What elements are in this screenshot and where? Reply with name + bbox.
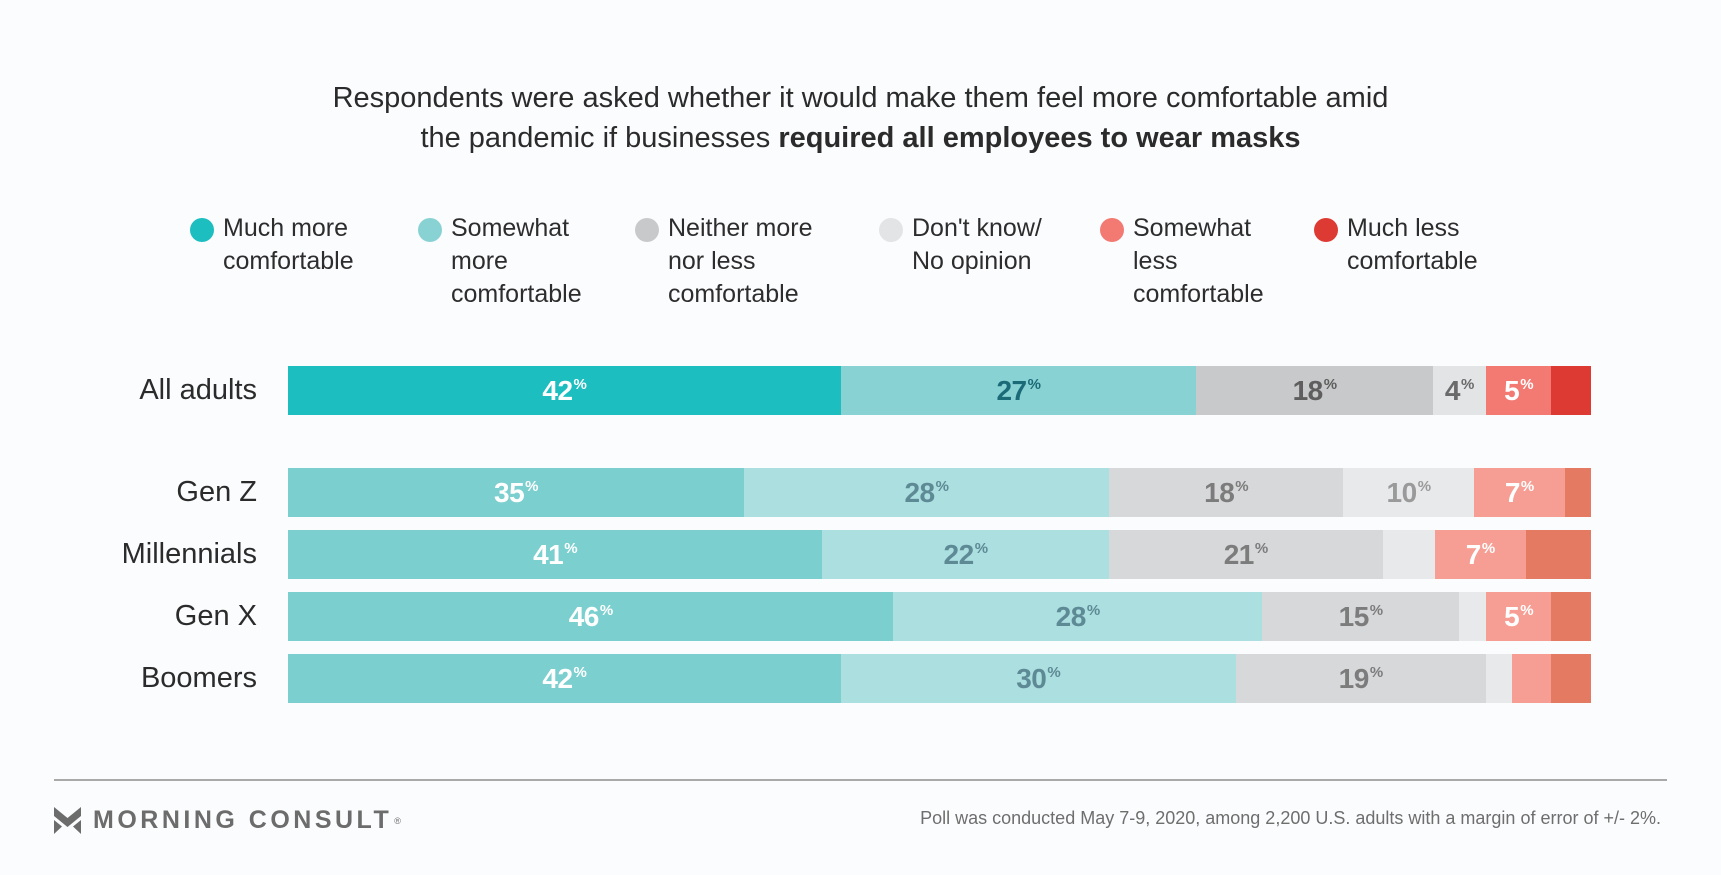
bar-segment-somewhat-more-comfortable: 28%	[744, 468, 1109, 517]
legend-label: Neither more nor less comfortable	[668, 214, 813, 308]
legend-dot-icon	[635, 218, 659, 242]
legend-dot-icon	[1314, 218, 1338, 242]
row-label-boomers: Boomers	[140, 662, 257, 694]
bar-segment-don-t-know-no-opinion	[1485, 654, 1512, 703]
row-label-millennials: Millennials	[121, 538, 257, 570]
bar-segment-much-more-comfortable: 46%	[288, 592, 894, 641]
bar-gen-z: 35% 28% 18% 10% 7%	[288, 468, 1591, 517]
morning-consult-chevron-icon	[54, 807, 81, 834]
bar-segment-somewhat-less-comfortable: 7%	[1473, 468, 1565, 517]
bar-segment-much-less-comfortable	[1551, 366, 1591, 415]
brand-name: MORNING CONSULT	[93, 806, 393, 834]
bar-segment-somewhat-less-comfortable: 7%	[1434, 530, 1526, 579]
row-label-all-adults: All adults	[139, 374, 257, 406]
bar-segment-somewhat-less-comfortable: 5%	[1485, 592, 1552, 641]
bar-segment-don-t-know-no-opinion	[1382, 530, 1435, 579]
data-label: 18%	[1204, 476, 1249, 508]
legend-label: Somewhat more comfortable	[451, 214, 582, 308]
data-label: 42%	[542, 374, 587, 406]
brand-logo: MORNING CONSULT ®	[54, 806, 401, 835]
data-label: 28%	[904, 476, 949, 508]
registered-mark: ®	[394, 815, 401, 826]
legend-dot-icon	[418, 218, 442, 242]
bar-millennials: 41% 22% 21% 7%	[288, 530, 1591, 579]
legend-item-neither: Neither more nor less comfortable	[635, 212, 813, 311]
data-label: 35%	[494, 476, 539, 508]
bar-segment-much-more-comfortable: 42%	[288, 366, 841, 415]
data-label: 5%	[1504, 374, 1534, 406]
title-line-2: the pandemic if businesses required all …	[0, 118, 1721, 158]
data-label: 42%	[542, 662, 587, 694]
bar-segment-much-less-comfortable	[1551, 654, 1591, 703]
legend-label: Much more comfortable	[223, 214, 354, 275]
title-line-1: Respondents were asked whether it would …	[332, 82, 1389, 114]
title-bold: required all employees to wear masks	[778, 122, 1301, 154]
data-label: 5%	[1504, 600, 1534, 632]
chart-title: Respondents were asked whether it would …	[0, 78, 1721, 158]
data-label: 15%	[1338, 600, 1383, 632]
data-label: 28%	[1055, 600, 1100, 632]
legend-label: Somewhat less comfortable	[1133, 214, 1264, 308]
legend: Much more comfortable Somewhat more comf…	[0, 212, 1721, 322]
data-label: 7%	[1465, 538, 1495, 570]
data-label: 27%	[996, 374, 1041, 406]
legend-item-much-more: Much more comfortable	[190, 212, 354, 278]
data-label: 22%	[943, 538, 988, 570]
legend-item-somewhat-less: Somewhat less comfortable	[1100, 212, 1264, 311]
bar-segment-don-t-know-no-opinion	[1459, 592, 1486, 641]
bar-segment-don-t-know-no-opinion: 10%	[1343, 468, 1474, 517]
bar-segment-neither-more-nor-less-comfortable: 19%	[1235, 654, 1486, 703]
bar-segment-neither-more-nor-less-comfortable: 18%	[1196, 366, 1434, 415]
data-label: 4%	[1444, 374, 1474, 406]
bar-segment-somewhat-more-comfortable: 27%	[840, 366, 1197, 415]
legend-label: Don't know/ No opinion	[912, 214, 1042, 275]
footer-divider	[54, 779, 1667, 781]
bar-segment-much-less-comfortable	[1551, 592, 1591, 641]
legend-label: Much less comfortable	[1347, 214, 1478, 275]
bar-segment-somewhat-more-comfortable: 30%	[840, 654, 1236, 703]
legend-dot-icon	[879, 218, 903, 242]
data-label: 30%	[1016, 662, 1061, 694]
data-label: 46%	[568, 600, 613, 632]
bar-segment-somewhat-more-comfortable: 22%	[822, 530, 1109, 579]
legend-item-dont-know: Don't know/ No opinion	[879, 212, 1042, 278]
title-plain: the pandemic if businesses	[420, 122, 779, 154]
legend-dot-icon	[190, 218, 214, 242]
bar-gen-x: 46% 28% 15% 5%	[288, 592, 1591, 641]
data-label: 18%	[1292, 374, 1337, 406]
bar-segment-somewhat-less-comfortable: 5%	[1485, 366, 1552, 415]
legend-dot-icon	[1100, 218, 1124, 242]
bar-segment-neither-more-nor-less-comfortable: 15%	[1261, 592, 1460, 641]
data-label: 10%	[1386, 476, 1431, 508]
data-label: 19%	[1338, 662, 1383, 694]
data-label: 7%	[1504, 476, 1534, 508]
bar-segment-somewhat-less-comfortable	[1512, 654, 1552, 703]
legend-item-much-less: Much less comfortable	[1314, 212, 1478, 278]
bar-segment-much-more-comfortable: 35%	[288, 468, 745, 517]
bar-segment-much-less-comfortable	[1525, 530, 1591, 579]
bar-segment-much-more-comfortable: 41%	[288, 530, 823, 579]
bar-boomers: 42% 30% 19%	[288, 654, 1591, 703]
data-label: 21%	[1223, 538, 1268, 570]
row-label-gen-x: Gen X	[174, 600, 257, 632]
bar-segment-somewhat-more-comfortable: 28%	[893, 592, 1262, 641]
bar-all-adults: 42% 27% 18% 4% 5%	[288, 366, 1591, 415]
bar-segment-much-less-comfortable	[1564, 468, 1591, 517]
bar-segment-neither-more-nor-less-comfortable: 18%	[1108, 468, 1344, 517]
legend-item-somewhat-more: Somewhat more comfortable	[418, 212, 582, 311]
data-label: 41%	[533, 538, 578, 570]
bar-segment-don-t-know-no-opinion: 4%	[1433, 366, 1486, 415]
bar-segment-much-more-comfortable: 42%	[288, 654, 841, 703]
bar-segment-neither-more-nor-less-comfortable: 21%	[1108, 530, 1383, 579]
poll-footnote: Poll was conducted May 7-9, 2020, among …	[920, 808, 1661, 828]
row-label-gen-z: Gen Z	[176, 476, 257, 508]
